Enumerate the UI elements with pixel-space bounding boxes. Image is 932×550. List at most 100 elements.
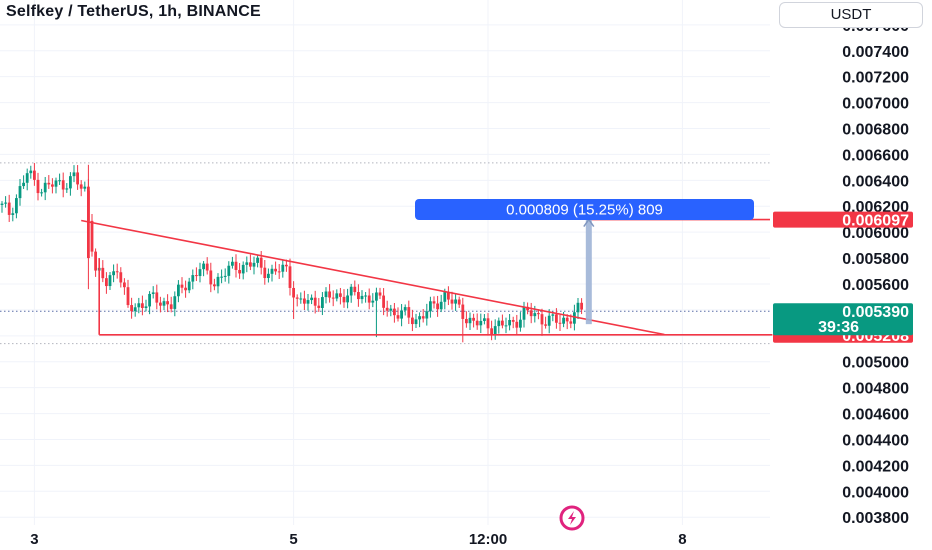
candle-body bbox=[562, 317, 565, 324]
candle bbox=[101, 260, 105, 283]
candle bbox=[295, 294, 299, 307]
candle-body bbox=[133, 307, 137, 312]
candle bbox=[450, 291, 454, 310]
candle-body bbox=[537, 313, 540, 315]
candle bbox=[58, 173, 61, 185]
candle-body bbox=[357, 292, 360, 300]
candle bbox=[465, 311, 468, 328]
currency-selector[interactable]: USDT bbox=[779, 2, 923, 28]
candle bbox=[263, 260, 267, 285]
candle-body bbox=[324, 291, 328, 298]
candle-body bbox=[47, 182, 51, 185]
candle bbox=[349, 283, 353, 303]
candle-body bbox=[252, 262, 256, 267]
candle-body bbox=[83, 186, 87, 189]
candle bbox=[108, 271, 112, 291]
candle-body bbox=[36, 179, 40, 194]
candle bbox=[112, 264, 115, 283]
candle bbox=[479, 313, 483, 334]
candle-body bbox=[475, 320, 479, 326]
candle-body bbox=[479, 320, 483, 326]
y-tick-label: 0.005800 bbox=[842, 251, 909, 268]
candle bbox=[119, 267, 123, 288]
candle bbox=[281, 260, 285, 278]
last-price-bg bbox=[773, 303, 913, 336]
candle-body bbox=[418, 316, 421, 320]
candle bbox=[274, 261, 277, 275]
candle bbox=[65, 183, 69, 193]
candle-body bbox=[137, 303, 141, 308]
lightning-icon[interactable] bbox=[559, 505, 585, 531]
candle-body bbox=[187, 281, 191, 291]
x-tick-label: 12:00 bbox=[469, 531, 507, 548]
candle bbox=[7, 194, 11, 222]
candle bbox=[216, 273, 220, 294]
candle-body bbox=[360, 295, 364, 300]
candle-body bbox=[79, 184, 83, 189]
candle bbox=[144, 299, 148, 312]
candle-body bbox=[303, 298, 306, 304]
candle bbox=[418, 312, 421, 328]
candle bbox=[133, 303, 137, 317]
y-tick-label: 0.005600 bbox=[842, 277, 909, 294]
candle bbox=[245, 256, 249, 273]
candle-body bbox=[364, 295, 367, 297]
y-tick-label: 0.004200 bbox=[842, 458, 909, 475]
candle bbox=[472, 313, 475, 328]
candle-body bbox=[94, 251, 97, 271]
candle-body bbox=[497, 320, 501, 327]
candle bbox=[256, 254, 259, 268]
candle bbox=[220, 269, 223, 284]
candle-body bbox=[87, 190, 90, 259]
y-tick-label: 0.004600 bbox=[842, 407, 909, 424]
candle-body bbox=[407, 307, 411, 318]
candle-body bbox=[76, 172, 79, 185]
candle bbox=[328, 284, 331, 303]
candle bbox=[475, 313, 479, 330]
candle bbox=[407, 300, 411, 324]
x-tick-label: 3 bbox=[30, 531, 38, 548]
y-tick-label: 0.007000 bbox=[842, 96, 909, 113]
candle-body bbox=[342, 296, 346, 303]
candle-body bbox=[511, 319, 515, 322]
candle-body bbox=[414, 319, 418, 325]
y-tick-label: 0.007200 bbox=[842, 70, 909, 87]
candle-body bbox=[317, 305, 321, 308]
candle-body bbox=[465, 318, 468, 324]
candle bbox=[403, 304, 407, 316]
candle-body bbox=[166, 301, 169, 305]
candle bbox=[184, 280, 187, 298]
candle-body bbox=[40, 192, 43, 194]
candle bbox=[238, 263, 241, 279]
candle-body bbox=[234, 261, 238, 270]
candle-body bbox=[180, 284, 184, 288]
candle-body bbox=[220, 276, 223, 278]
candle-body bbox=[11, 213, 15, 215]
candle bbox=[252, 256, 256, 275]
candle bbox=[454, 293, 457, 311]
candle-body bbox=[292, 287, 295, 298]
candle bbox=[389, 304, 393, 317]
candle bbox=[25, 168, 29, 191]
candle-body bbox=[263, 267, 267, 279]
candle-body bbox=[90, 220, 94, 252]
candle bbox=[357, 284, 360, 307]
candle-body bbox=[54, 180, 58, 187]
candle-body bbox=[313, 297, 317, 306]
candle bbox=[159, 296, 162, 313]
chart-title: Selfkey / TetherUS, 1h, BINANCE bbox=[6, 3, 261, 20]
price-axis: 0.0076000.0074000.0072000.0070000.006800… bbox=[842, 18, 909, 527]
candle bbox=[515, 314, 519, 335]
candle-body bbox=[493, 326, 497, 335]
candle-body bbox=[576, 302, 580, 313]
candle-body bbox=[526, 306, 529, 311]
candle-body bbox=[339, 293, 342, 297]
candle-body bbox=[155, 292, 159, 303]
candle-body bbox=[504, 325, 508, 327]
dotted-levels bbox=[0, 162, 770, 345]
candle bbox=[299, 292, 303, 304]
candle bbox=[241, 261, 245, 280]
candle-body bbox=[148, 293, 151, 307]
candle bbox=[292, 281, 295, 319]
